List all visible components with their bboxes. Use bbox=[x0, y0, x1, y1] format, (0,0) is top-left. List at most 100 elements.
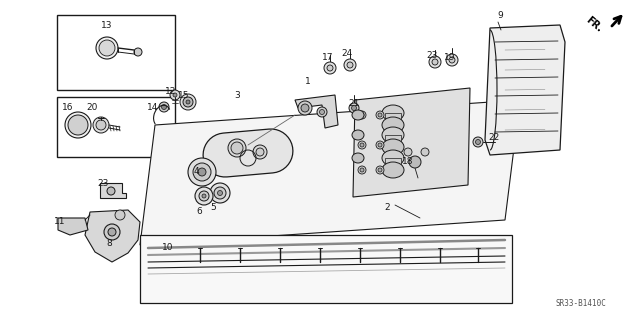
Circle shape bbox=[378, 143, 382, 147]
Circle shape bbox=[378, 168, 382, 172]
Circle shape bbox=[228, 139, 246, 157]
Ellipse shape bbox=[352, 130, 364, 140]
Text: 16: 16 bbox=[62, 103, 74, 113]
Text: 8: 8 bbox=[106, 240, 112, 249]
Text: 1: 1 bbox=[305, 77, 311, 85]
Circle shape bbox=[193, 163, 211, 181]
Text: 14: 14 bbox=[147, 103, 159, 113]
Ellipse shape bbox=[352, 153, 364, 163]
Circle shape bbox=[210, 183, 230, 203]
Circle shape bbox=[96, 37, 118, 59]
Circle shape bbox=[99, 40, 115, 56]
Polygon shape bbox=[485, 25, 565, 155]
Text: 12: 12 bbox=[165, 86, 177, 95]
Circle shape bbox=[376, 141, 384, 149]
Circle shape bbox=[421, 148, 429, 156]
Circle shape bbox=[360, 168, 364, 172]
Circle shape bbox=[449, 57, 455, 63]
Polygon shape bbox=[140, 100, 520, 245]
Polygon shape bbox=[295, 95, 338, 128]
Circle shape bbox=[319, 109, 324, 115]
Circle shape bbox=[256, 148, 264, 156]
Circle shape bbox=[218, 190, 223, 196]
Circle shape bbox=[253, 145, 267, 159]
Circle shape bbox=[324, 62, 336, 74]
Circle shape bbox=[180, 94, 196, 110]
Polygon shape bbox=[203, 129, 293, 177]
Ellipse shape bbox=[382, 150, 404, 166]
Circle shape bbox=[198, 168, 206, 176]
Circle shape bbox=[429, 56, 441, 68]
Circle shape bbox=[214, 187, 226, 199]
Polygon shape bbox=[100, 183, 126, 198]
Text: 23: 23 bbox=[97, 179, 109, 188]
Circle shape bbox=[188, 158, 216, 186]
Circle shape bbox=[104, 224, 120, 240]
Circle shape bbox=[327, 65, 333, 71]
Circle shape bbox=[161, 105, 166, 109]
Text: 18: 18 bbox=[403, 158, 413, 167]
Text: 23: 23 bbox=[426, 50, 438, 60]
Ellipse shape bbox=[382, 139, 404, 155]
Circle shape bbox=[298, 101, 312, 115]
Circle shape bbox=[317, 107, 327, 117]
Text: 11: 11 bbox=[54, 218, 66, 226]
Circle shape bbox=[476, 139, 481, 145]
Bar bbox=[140, 235, 512, 303]
Circle shape bbox=[344, 59, 356, 71]
Circle shape bbox=[231, 142, 243, 154]
Text: 21: 21 bbox=[348, 100, 360, 108]
Ellipse shape bbox=[382, 162, 404, 178]
Circle shape bbox=[115, 210, 125, 220]
Circle shape bbox=[409, 156, 421, 168]
Polygon shape bbox=[353, 88, 470, 197]
Ellipse shape bbox=[382, 127, 404, 143]
Ellipse shape bbox=[382, 105, 404, 121]
Polygon shape bbox=[85, 210, 140, 262]
Circle shape bbox=[347, 62, 353, 68]
Text: 2: 2 bbox=[384, 203, 390, 211]
Circle shape bbox=[108, 228, 116, 236]
Circle shape bbox=[301, 104, 309, 112]
Circle shape bbox=[186, 100, 190, 104]
Text: 5: 5 bbox=[210, 204, 216, 212]
Circle shape bbox=[93, 117, 109, 133]
Text: 19: 19 bbox=[444, 54, 456, 63]
Text: 10: 10 bbox=[163, 243, 173, 253]
Circle shape bbox=[107, 187, 115, 195]
Text: 24: 24 bbox=[341, 49, 353, 58]
Circle shape bbox=[376, 111, 384, 119]
Text: 9: 9 bbox=[497, 11, 503, 19]
Circle shape bbox=[159, 102, 169, 112]
Circle shape bbox=[358, 141, 366, 149]
Text: 4: 4 bbox=[193, 167, 199, 176]
Circle shape bbox=[358, 166, 366, 174]
Circle shape bbox=[432, 59, 438, 65]
Text: 20: 20 bbox=[86, 103, 98, 113]
Polygon shape bbox=[58, 218, 88, 235]
Ellipse shape bbox=[352, 110, 364, 120]
Text: 3: 3 bbox=[234, 92, 240, 100]
Ellipse shape bbox=[382, 117, 404, 133]
Circle shape bbox=[351, 106, 356, 110]
Circle shape bbox=[360, 143, 364, 147]
Circle shape bbox=[68, 115, 88, 135]
Circle shape bbox=[195, 187, 213, 205]
Circle shape bbox=[202, 194, 206, 198]
Circle shape bbox=[378, 113, 382, 117]
Text: FR.: FR. bbox=[584, 14, 604, 33]
Circle shape bbox=[446, 54, 458, 66]
Bar bbox=[57, 15, 175, 90]
Bar bbox=[57, 97, 175, 157]
Bar bbox=[385, 135, 401, 147]
Circle shape bbox=[376, 166, 384, 174]
Text: SR33-B1410C: SR33-B1410C bbox=[555, 299, 606, 308]
Circle shape bbox=[170, 90, 180, 100]
Text: 13: 13 bbox=[101, 21, 113, 31]
Circle shape bbox=[404, 148, 412, 156]
Circle shape bbox=[360, 113, 364, 117]
Circle shape bbox=[173, 93, 177, 97]
Circle shape bbox=[183, 97, 193, 107]
Circle shape bbox=[349, 103, 359, 113]
Circle shape bbox=[134, 48, 142, 56]
